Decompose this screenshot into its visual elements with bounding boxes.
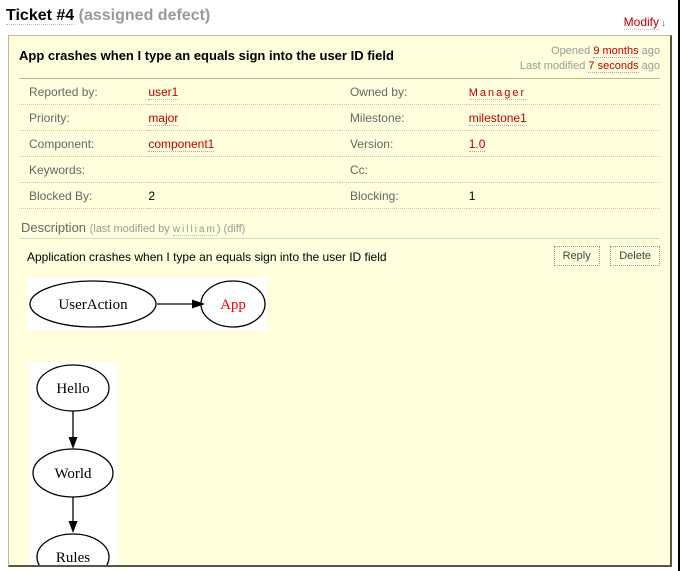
opened-suffix: ago [641,45,660,57]
node-ellipse-app [200,280,266,328]
node-ellipse-rules [36,533,110,565]
table-row: Reported by: user1 Owned by: Manager [19,79,660,105]
modified-by-user-link[interactable]: william [172,224,217,236]
description-text: Application crashes when I type an equal… [27,250,387,264]
description-heading: Description [21,220,87,235]
node-label-app: App [220,297,246,313]
modified-by-prefix: (last modified by [89,223,170,235]
modified-time-link[interactable]: 7 seconds [588,60,639,73]
modified-by-suffix: ) [216,223,221,235]
diff-link[interactable]: (diff) [223,223,246,235]
properties-table: Reported by: user1 Owned by: Manager Pri… [19,78,660,209]
property-label-component: Component: [29,137,95,151]
arrowhead-icon [68,521,78,533]
graphviz-diagram-useraction-app: UserAction App [27,278,267,330]
table-row: Component: component1 Version: 1.0 [19,131,660,157]
opened-line: Opened 9 months ago [520,44,660,59]
ticket-number[interactable]: Ticket #4 [6,7,75,25]
property-label-cc: Cc: [349,163,368,177]
property-value-version[interactable]: 1.0 [468,137,486,152]
property-value-reporter[interactable]: user1 [148,85,179,100]
node-label-rules: Rules [56,550,90,566]
node-label-hello: Hello [56,381,89,397]
modify-link[interactable]: Modify ↓ [623,15,666,30]
ticket-box: App crashes when I type an equals sign i… [8,35,672,567]
down-arrow-icon: ↓ [661,18,666,29]
diagram-background [27,278,267,330]
table-row: Keywords: Cc: [19,157,660,183]
ticket-buttons: Reply Delete [548,246,660,266]
property-value-owner[interactable]: Manager [468,87,527,100]
ticket-dates: Opened 9 months ago Last modified 7 seco… [520,44,660,74]
property-label-blocked-by: Blocked By: [29,189,93,203]
property-label-keywords: Keywords: [29,163,86,177]
modify-label[interactable]: Modify [623,15,659,30]
page-title: Ticket #4 (assigned defect) [6,7,210,25]
node-label-useraction: UserAction [58,297,128,313]
ticket-title-row: App crashes when I type an equals sign i… [19,44,660,74]
modified-line: Last modified 7 seconds ago [520,59,660,74]
reply-button[interactable]: Reply [553,246,600,266]
arrowhead-icon [192,299,205,309]
opened-prefix: Opened [551,45,591,57]
property-label-blocking: Blocking: [349,189,399,203]
node-label-world: World [54,466,92,482]
property-value-blocked-by: 2 [148,189,155,203]
node-ellipse-useraction [29,280,157,328]
ticket-status: (assigned defect) [78,7,211,24]
description-header: Description (last modified by william) (… [19,220,660,239]
table-row: Blocked By: 2 Blocking: 1 [19,183,660,209]
window-right-border [678,0,680,571]
property-label-version: Version: [349,137,394,151]
ticket-summary: App crashes when I type an equals sign i… [19,48,394,63]
page-header: Ticket #4 (assigned defect) Modify ↓ [0,0,680,33]
description-modified-note: (last modified by william) (diff) [89,223,246,236]
modified-suffix: ago [641,60,660,72]
opened-time-link[interactable]: 9 months [593,45,639,58]
graphviz-diagram-hello-world-rules: Hello World Rules [29,362,117,566]
property-value-blocking: 1 [468,189,476,203]
modified-prefix: Last modified [519,60,586,72]
property-value-milestone[interactable]: milestone1 [468,111,527,126]
arrowhead-icon [68,437,78,449]
property-label-owned-by: Owned by: [349,85,408,99]
property-label-priority: Priority: [29,111,70,125]
property-value-priority[interactable]: major [148,111,179,126]
property-value-component[interactable]: component1 [148,137,215,152]
property-label-reported-by: Reported by: [29,85,98,99]
property-label-milestone: Milestone: [349,111,405,125]
delete-button[interactable]: Delete [610,246,660,266]
table-row: Priority: major Milestone: milestone1 [19,105,660,131]
description-row: Application crashes when I type an equal… [19,246,660,266]
